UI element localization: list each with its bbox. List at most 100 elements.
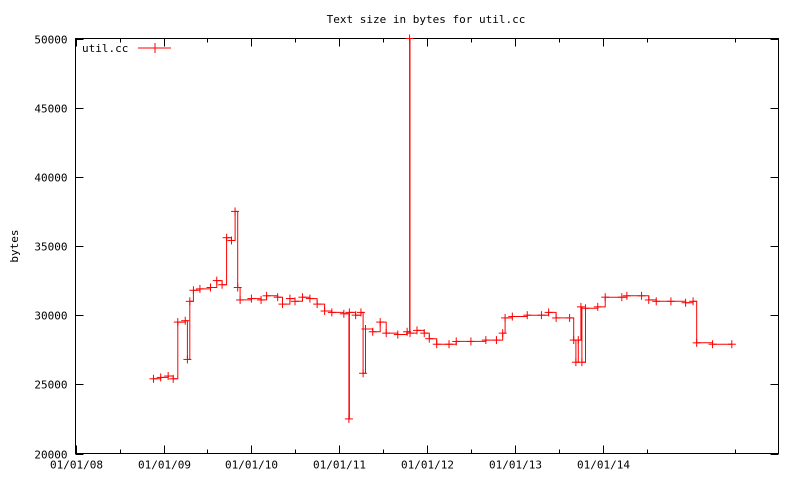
data-point <box>189 286 198 295</box>
x-tick-label: 01/01/11 <box>313 459 366 472</box>
y-axis-ticks: 20000 25000 30000 35000 40000 45000 50000 <box>34 34 779 462</box>
data-point <box>425 334 434 343</box>
data-point <box>523 311 532 320</box>
data-point <box>644 295 653 304</box>
y-tick-label: 20000 <box>34 449 67 462</box>
data-point <box>212 276 221 285</box>
x-tick-label: 01/01/09 <box>138 459 191 472</box>
data-point <box>622 291 631 300</box>
legend-label-util-cc: util.cc <box>82 42 128 55</box>
x-axis-ticks: 01/01/08 01/01/09 01/01/10 01/01/11 01/01/12… <box>50 38 736 472</box>
data-point <box>320 307 329 316</box>
data-point <box>376 318 385 327</box>
x-tick-label: 01/01/13 <box>489 459 542 472</box>
x-tick-label: 01/01/14 <box>577 459 630 472</box>
data-point <box>727 340 736 349</box>
data-point <box>593 302 602 311</box>
data-point <box>195 284 204 293</box>
data-point <box>481 336 490 345</box>
data-point <box>361 325 370 333</box>
data-point <box>356 308 365 317</box>
data-point <box>537 311 546 320</box>
data-point <box>692 338 701 347</box>
x-tick-label: 01/01/12 <box>401 459 454 472</box>
data-point <box>290 297 299 306</box>
data-point <box>601 293 610 302</box>
y-tick-label: 30000 <box>34 310 67 323</box>
data-point <box>262 291 271 300</box>
data-point <box>565 313 574 322</box>
data-point <box>452 337 461 346</box>
data-point <box>359 369 368 378</box>
legend: util.cc <box>82 42 171 55</box>
data-point <box>501 313 510 322</box>
data-point <box>432 340 441 349</box>
y-tick-label: 40000 <box>34 172 67 185</box>
data-point <box>405 34 414 43</box>
data-point <box>420 329 429 338</box>
data-point <box>382 329 391 338</box>
data-point <box>652 297 661 306</box>
data-point <box>666 297 675 306</box>
legend-marker-sample <box>150 43 160 53</box>
data-point <box>492 336 501 345</box>
data-point <box>233 283 242 292</box>
data-point <box>247 294 256 303</box>
data-point <box>227 236 236 245</box>
chart-title: Text size in bytes for util.cc <box>327 13 526 26</box>
data-point <box>576 302 585 311</box>
data-point <box>544 308 553 317</box>
y-axis-label: bytes <box>8 229 21 262</box>
data-point <box>508 312 517 321</box>
x-tick-label: 01/01/10 <box>225 459 278 472</box>
data-point <box>617 293 626 302</box>
data-point <box>173 318 182 327</box>
data-point <box>278 300 287 309</box>
data-point <box>206 283 215 292</box>
data-point <box>183 355 192 364</box>
y-tick-label: 50000 <box>34 34 67 47</box>
data-point <box>581 304 590 313</box>
data-point <box>577 358 586 367</box>
series-layer <box>149 34 736 423</box>
data-point <box>218 280 227 289</box>
data-point <box>413 326 422 335</box>
data-point <box>368 327 377 336</box>
y-tick-label: 25000 <box>34 379 67 392</box>
data-point <box>185 297 194 306</box>
data-point <box>231 207 240 216</box>
data-point <box>689 297 698 306</box>
y-tick-label: 35000 <box>34 241 67 254</box>
data-point <box>344 414 353 423</box>
data-point <box>681 298 690 307</box>
data-point <box>445 340 454 349</box>
data-point <box>313 300 322 309</box>
data-point <box>156 373 165 382</box>
data-point <box>273 293 282 302</box>
data-point <box>637 291 646 300</box>
data-point <box>305 294 314 303</box>
data-point <box>466 337 475 346</box>
data-point <box>708 340 717 349</box>
data-point <box>181 316 190 325</box>
data-point <box>351 311 360 320</box>
data-point <box>345 308 354 317</box>
data-point <box>339 309 348 318</box>
data-point <box>393 330 402 339</box>
data-point <box>298 293 307 302</box>
data-point <box>406 329 415 338</box>
data-point <box>222 233 231 242</box>
data-point <box>285 294 294 303</box>
x-tick-label: 01/01/08 <box>50 459 103 472</box>
y-tick-label: 45000 <box>34 103 67 116</box>
data-point <box>552 313 561 322</box>
data-point <box>149 374 158 383</box>
data-point <box>257 295 266 304</box>
data-point <box>574 336 583 345</box>
data-point <box>169 374 178 383</box>
data-point <box>236 295 245 304</box>
data-point <box>498 329 507 338</box>
data-point <box>327 308 336 317</box>
